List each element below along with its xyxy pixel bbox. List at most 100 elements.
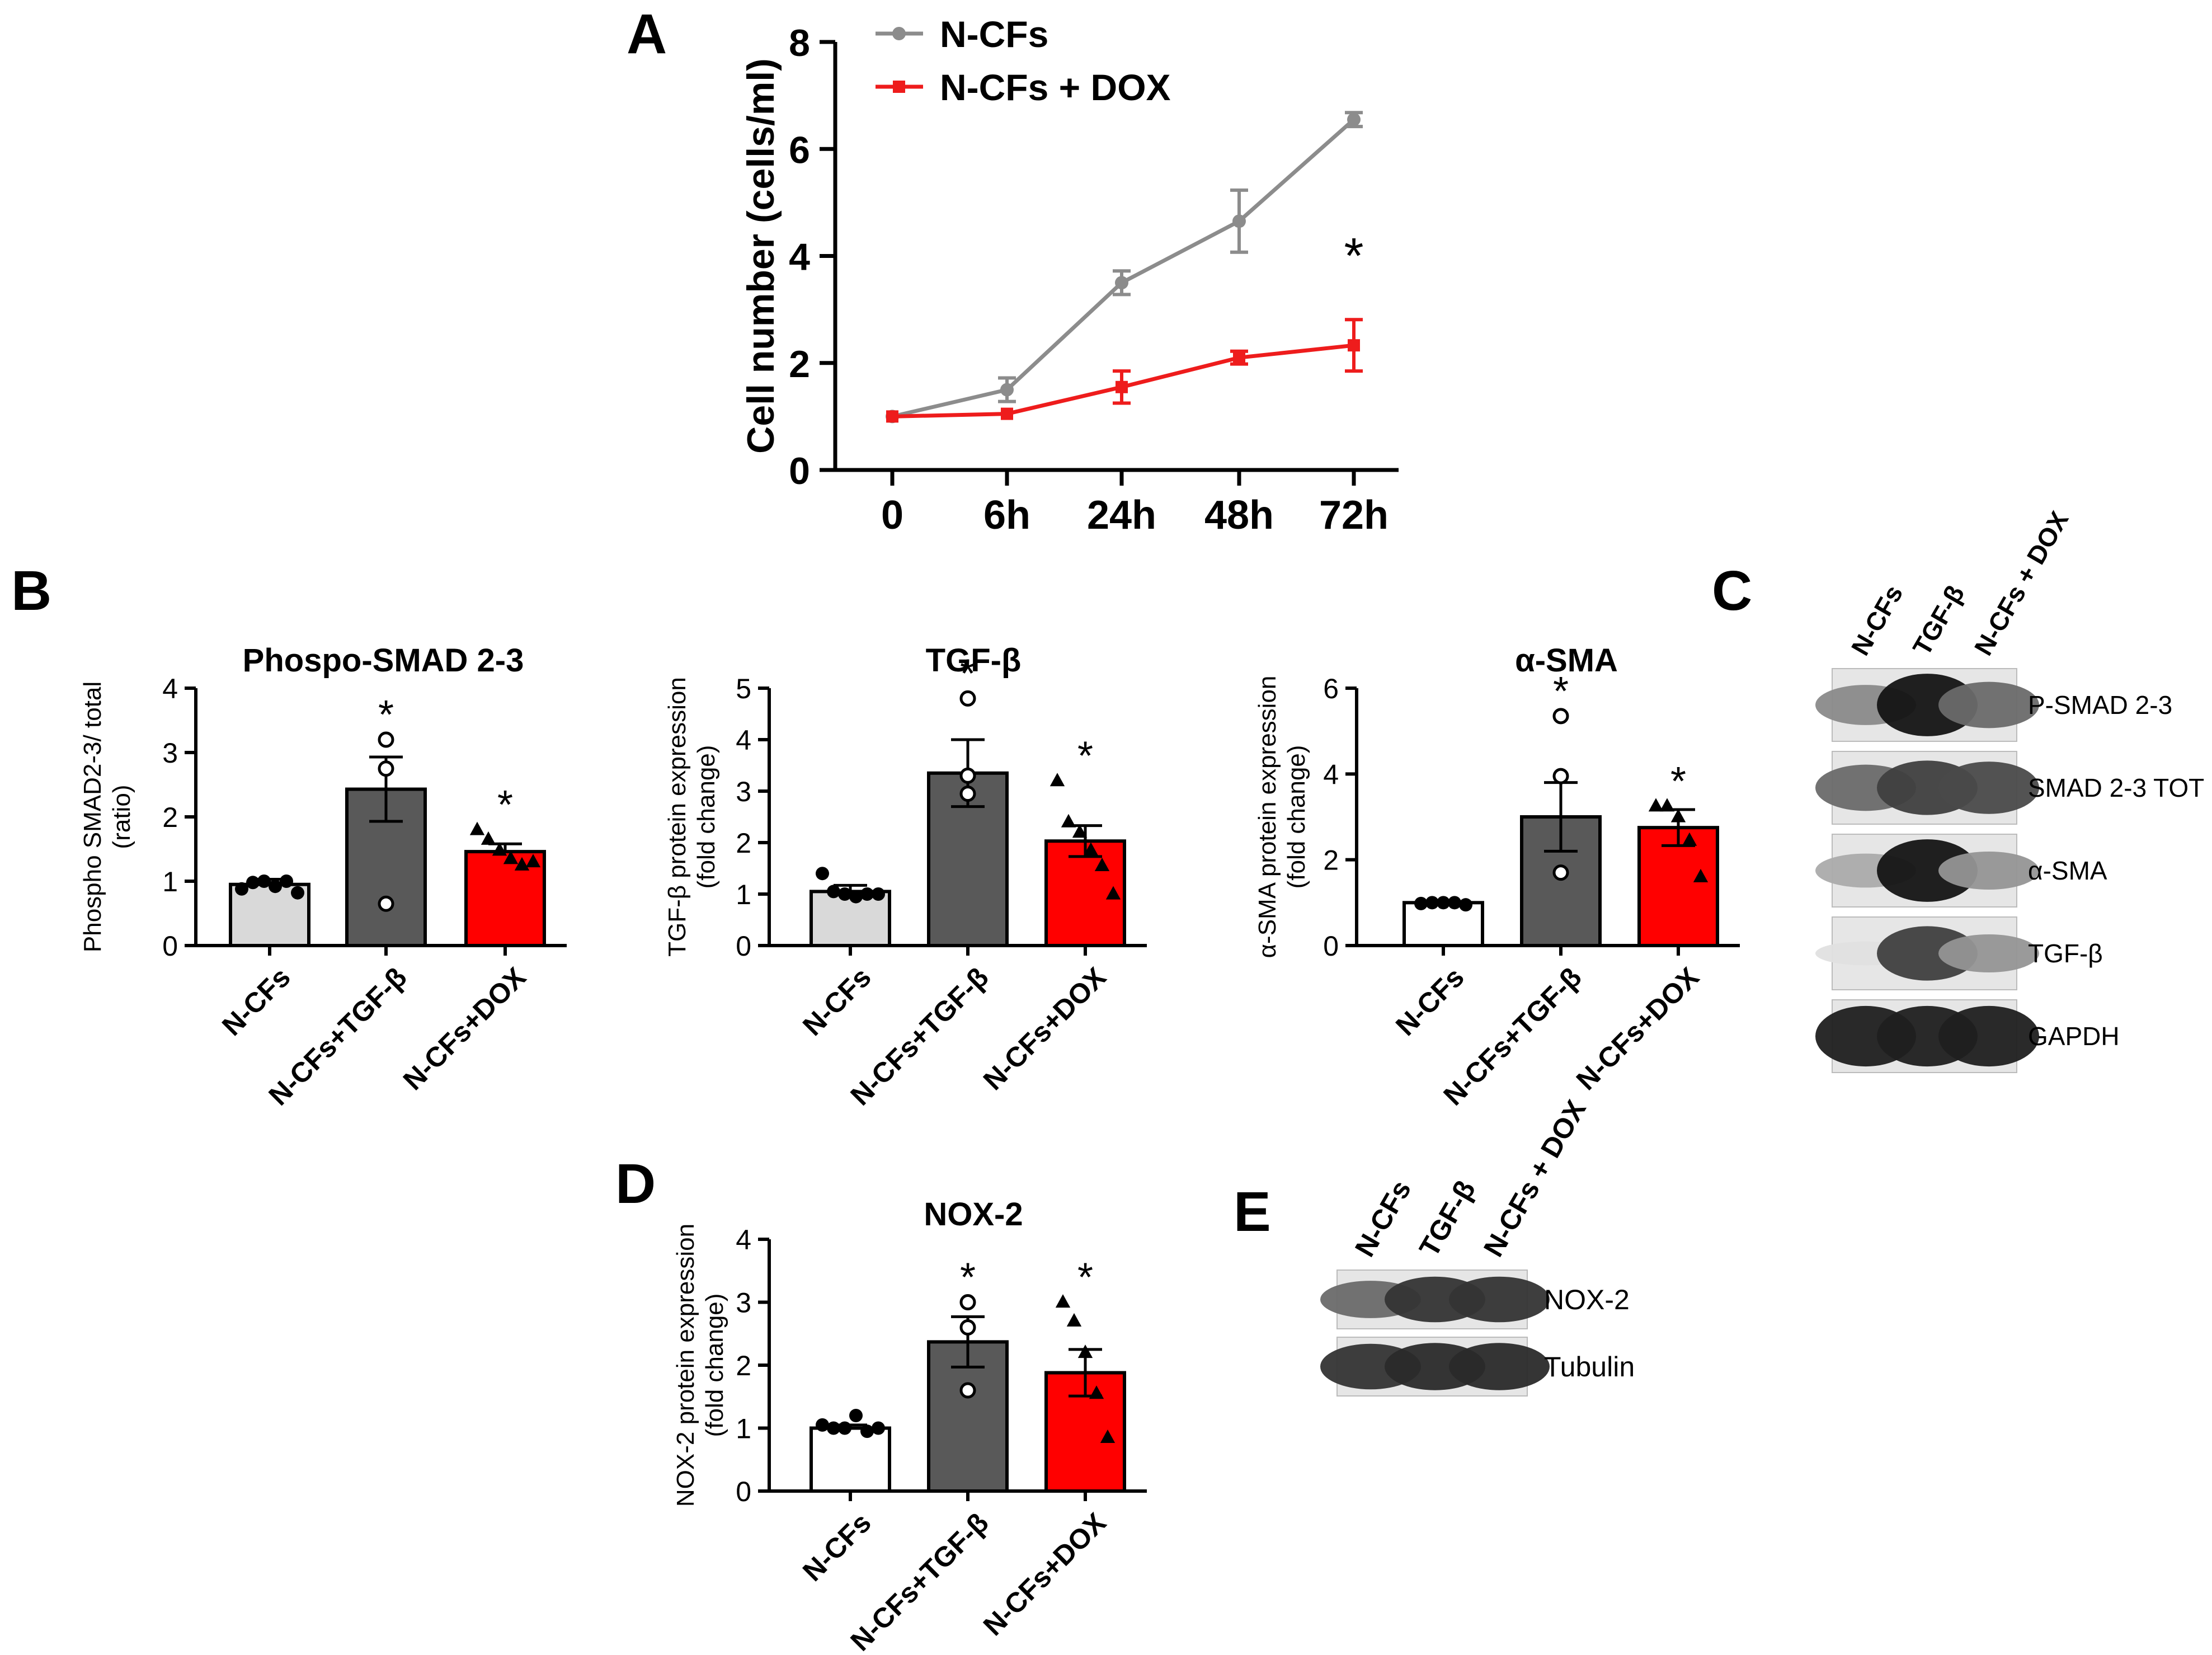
data-point — [378, 760, 394, 777]
y-tick-label: 4 — [789, 236, 810, 279]
data-point — [269, 880, 282, 894]
data-point — [1693, 868, 1709, 882]
data-point — [860, 1424, 874, 1438]
y-tick-label: 4 — [736, 725, 751, 756]
legend-label-n-cfs: N-CFs — [940, 13, 1048, 55]
data-point — [1055, 1294, 1071, 1308]
data-point — [1001, 407, 1013, 420]
x-tick-label-24h: 24h — [1087, 493, 1156, 538]
data-point — [525, 854, 541, 868]
band-label-sma: α-SMA — [2028, 856, 2107, 885]
y-tick-label: 4 — [1323, 759, 1339, 790]
blot-strip-smad-2-3-tot — [1815, 751, 2039, 825]
significance-star: * — [1077, 1256, 1093, 1300]
data-point — [257, 874, 271, 888]
y-tick-label: 8 — [789, 22, 810, 64]
y-axis-label: Phospho SMAD2-3/ total(ratio) — [79, 681, 135, 952]
data-point — [959, 786, 976, 802]
significance-star: * — [1344, 228, 1363, 284]
data-point — [378, 731, 394, 748]
data-point — [827, 885, 840, 899]
bar-group-n-cfs-tgf: * — [1520, 669, 1602, 947]
data-point — [849, 1409, 863, 1422]
blot-band — [1938, 1005, 2039, 1067]
y-tick-label: 1 — [736, 1413, 751, 1445]
blot-band — [1877, 926, 1978, 981]
data-point — [378, 895, 394, 912]
y-tick-label: 0 — [1323, 930, 1339, 962]
data-point — [1233, 351, 1245, 364]
bar-group-n-cfs-tgf: * — [345, 693, 427, 948]
data-point — [1232, 214, 1246, 228]
bar-n-cfs-dox — [1637, 826, 1719, 947]
band-label-tubulin: Tubulin — [1544, 1351, 1635, 1383]
significance-star: * — [378, 693, 394, 737]
y-tick-label: 3 — [162, 737, 178, 769]
y-tick-label: 0 — [789, 450, 810, 492]
band-label-gapdh: GAPDH — [2028, 1022, 2120, 1051]
blot-band — [1938, 681, 2039, 728]
data-point — [492, 842, 507, 856]
blot-band — [1938, 761, 2039, 814]
legend-marker — [893, 81, 905, 93]
data-point — [816, 1418, 829, 1432]
y-tick-label: 2 — [162, 802, 178, 833]
data-point — [246, 876, 260, 890]
data-point — [1083, 842, 1099, 856]
data-point — [481, 831, 496, 845]
data-point — [1448, 896, 1461, 910]
blot-band — [1449, 1343, 1550, 1390]
blot-strip-nox-2 — [1320, 1270, 1550, 1329]
x-tick-label-0: 0 — [881, 493, 903, 538]
data-point — [838, 887, 851, 901]
data-point — [1347, 112, 1361, 126]
data-point — [849, 890, 863, 904]
data-point — [1077, 1344, 1093, 1358]
y-tick-label: 6 — [789, 129, 810, 171]
panel-letter-c: C — [1712, 559, 1752, 622]
data-point — [514, 857, 530, 871]
y-tick-label: 1 — [736, 879, 751, 910]
data-point — [1425, 896, 1439, 910]
data-point — [1414, 896, 1428, 910]
blot-strip-p-smad-2-3 — [1815, 668, 2039, 742]
data-point — [1648, 798, 1664, 812]
data-point — [816, 867, 829, 881]
data-point — [1552, 768, 1569, 784]
data-point — [503, 850, 519, 864]
data-point — [235, 882, 248, 896]
data-point — [1000, 383, 1014, 397]
data-point — [1100, 1429, 1116, 1443]
data-point — [1552, 864, 1569, 881]
y-tick-label: 2 — [1323, 845, 1339, 876]
data-point — [838, 1421, 851, 1435]
significance-star: * — [960, 1256, 976, 1300]
data-point — [1066, 1313, 1082, 1327]
data-point — [1659, 798, 1675, 812]
panel-letter-a: A — [627, 3, 667, 65]
data-point — [1105, 886, 1121, 900]
panel-letter-b: B — [11, 559, 51, 622]
bar-group-n-cfs — [810, 1409, 891, 1493]
y-tick-label: 4 — [736, 1224, 751, 1256]
bar-group-n-cfs-dox: * — [1637, 759, 1719, 947]
blot-band — [1938, 851, 2039, 890]
data-point — [1089, 1385, 1104, 1399]
data-point — [1670, 808, 1686, 822]
y-tick-label: 5 — [736, 673, 751, 704]
significance-star: * — [960, 651, 976, 696]
line-chart-cell-number: 0 2 4 6 8 0 6h 24h 48h 72h Cell number (cells/ml) N… — [740, 13, 1399, 538]
data-point — [959, 690, 976, 707]
blot-strip-sma — [1815, 834, 2039, 908]
y-tick-label: 0 — [736, 1476, 751, 1507]
data-point — [959, 1382, 976, 1399]
data-point — [872, 887, 885, 901]
data-point — [872, 1421, 885, 1435]
y-tick-label: 3 — [736, 1287, 751, 1319]
significance-star: * — [1077, 734, 1093, 779]
y-tick-label: 1 — [162, 866, 178, 897]
significance-star: * — [497, 783, 513, 828]
blot-strip-gapdh — [1815, 999, 2039, 1073]
bar-group-n-cfs-tgf: * — [927, 651, 1009, 948]
chart-title: α-SMA — [1515, 642, 1618, 679]
